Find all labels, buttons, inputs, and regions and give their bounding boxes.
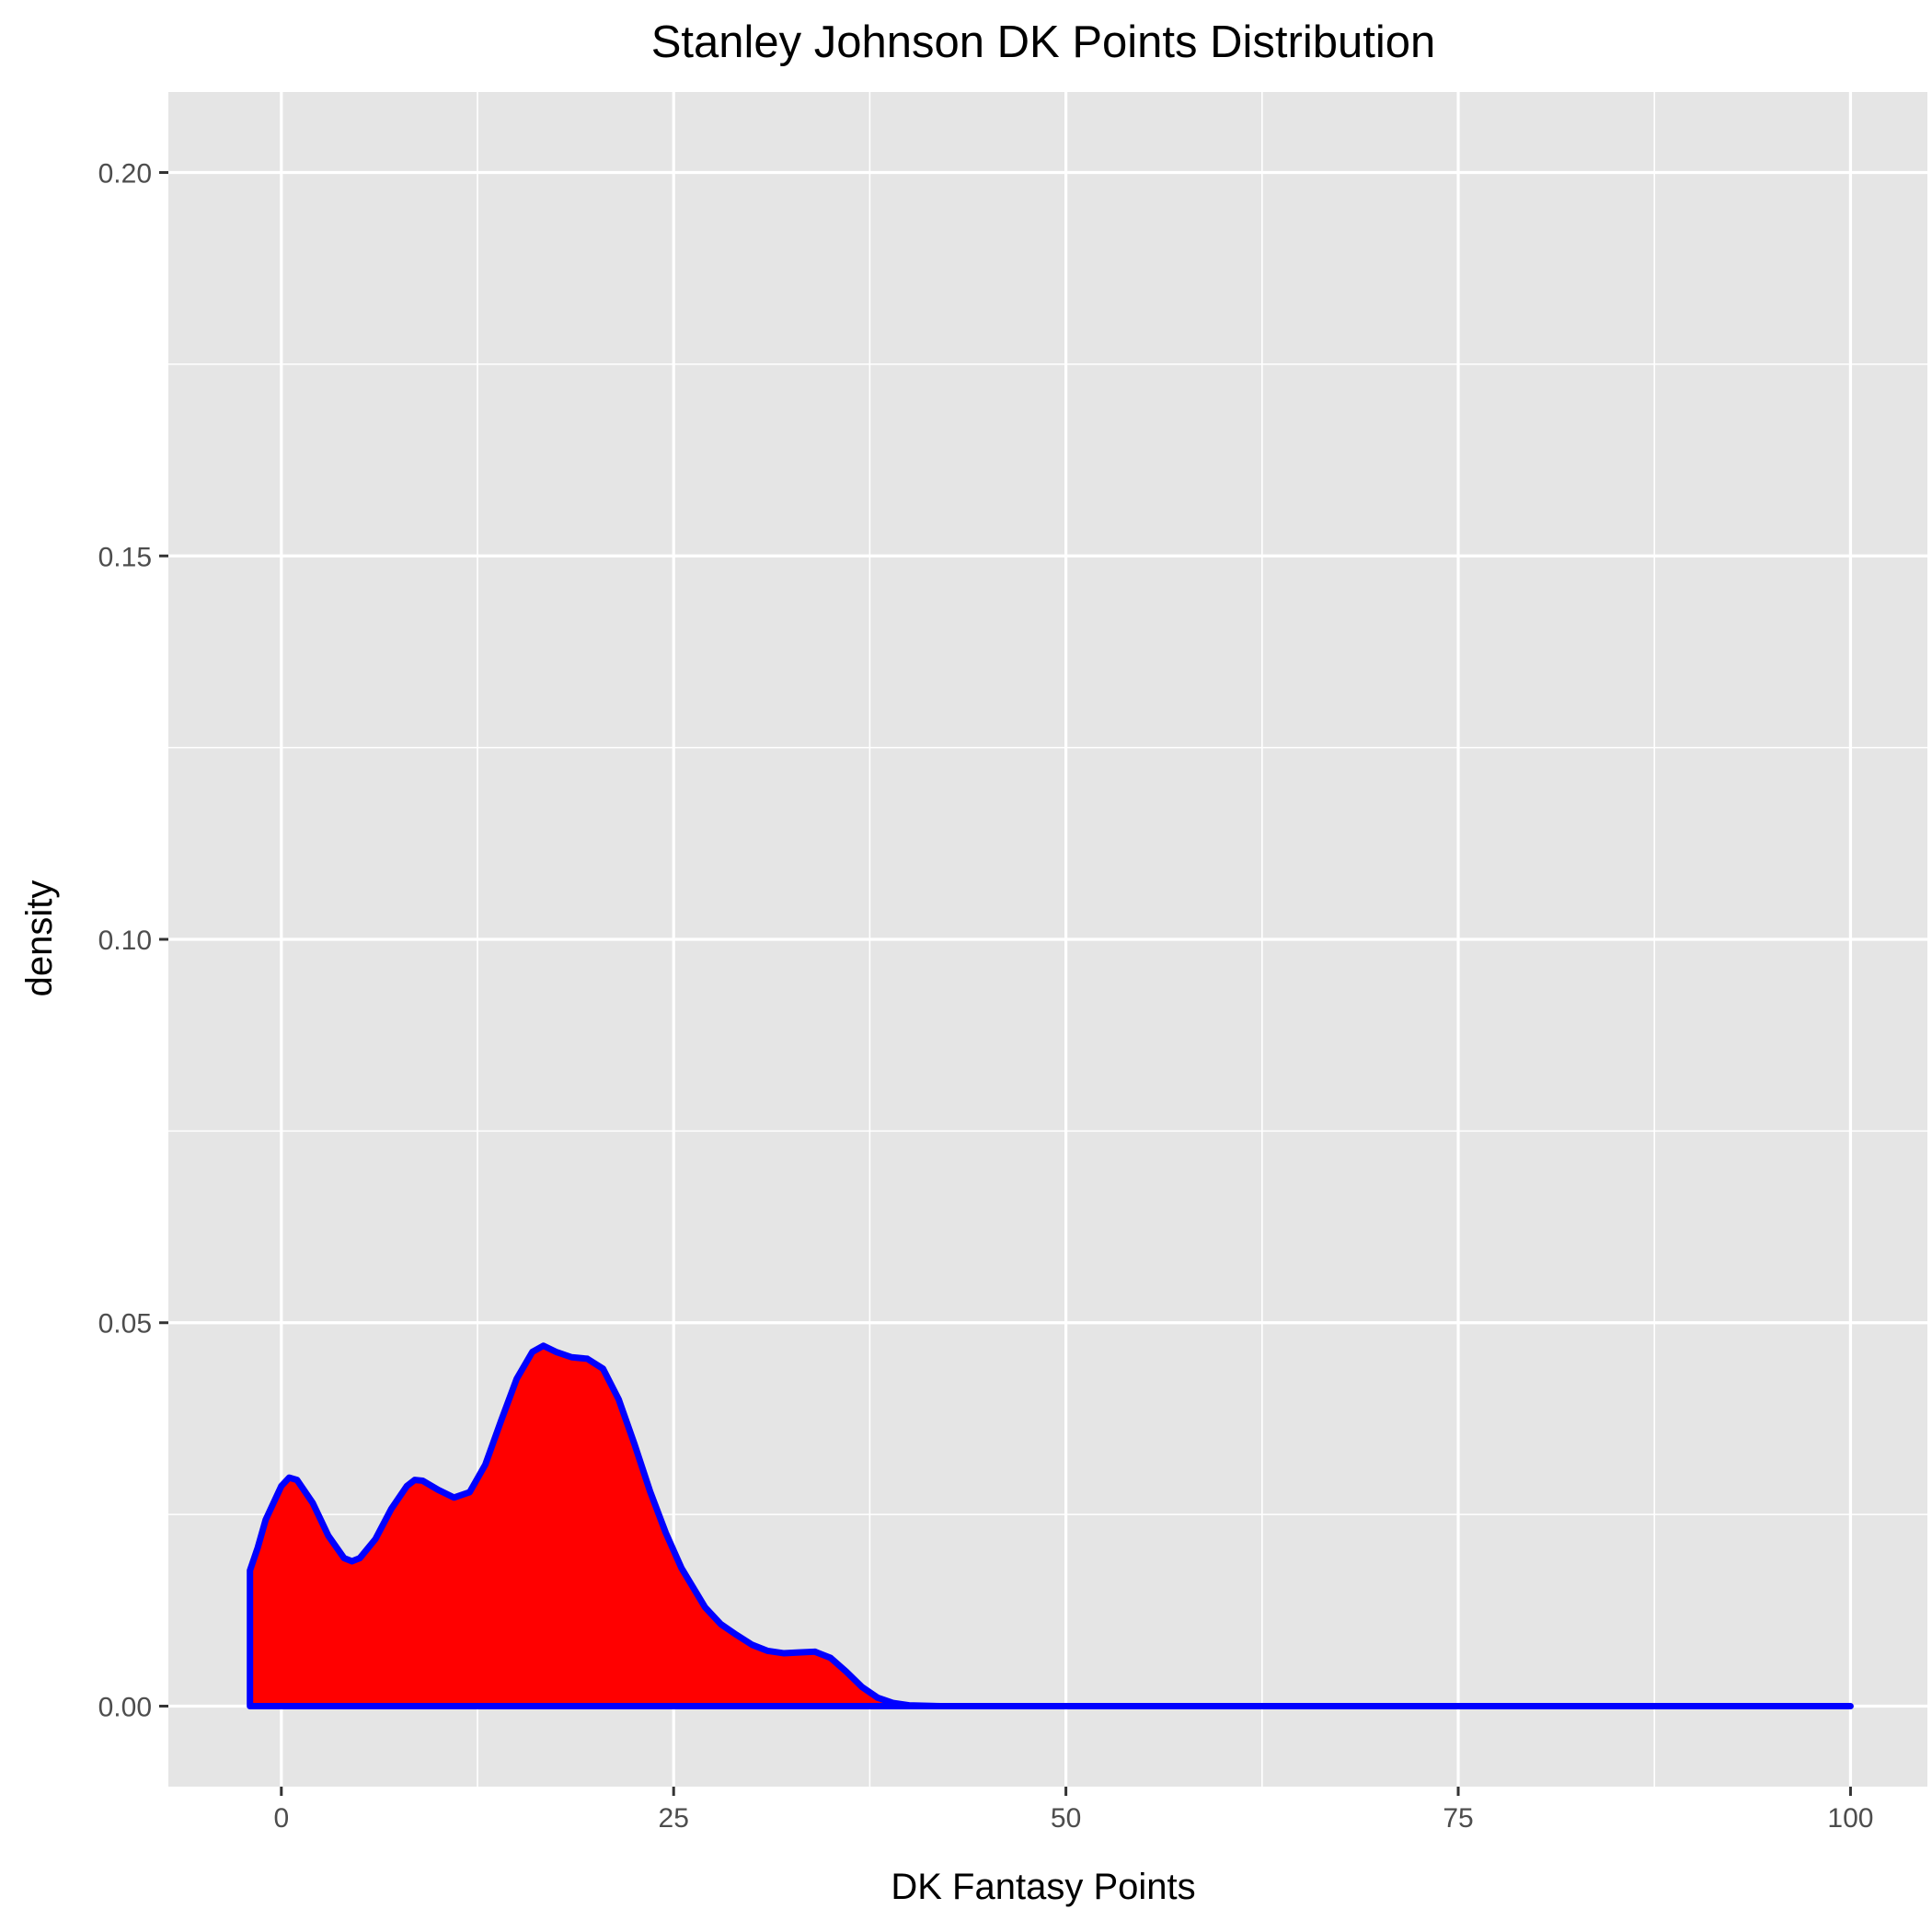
density-area xyxy=(247,1342,1854,1709)
x-tick-label: 100 xyxy=(1827,1803,1873,1834)
chart-title: Stanley Johnson DK Points Distribution xyxy=(651,17,1436,67)
x-tick-label: 75 xyxy=(1443,1803,1473,1834)
x-tick-label: 0 xyxy=(273,1803,289,1834)
x-axis-title: DK Fantasy Points xyxy=(891,1867,1195,1907)
y-tick-label: 0.00 xyxy=(98,1692,152,1722)
x-axis: 0 25 50 75 100 xyxy=(273,1787,1873,1834)
x-tick-label: 25 xyxy=(659,1803,689,1834)
y-axis-title: density xyxy=(19,880,60,997)
y-tick-label: 0.05 xyxy=(98,1309,152,1340)
y-tick-label: 0.10 xyxy=(98,926,152,956)
density-layer xyxy=(247,1342,1854,1709)
y-tick-label: 0.15 xyxy=(98,542,152,572)
y-tick-label: 0.20 xyxy=(98,159,152,190)
y-axis: 0.00 0.05 0.10 0.15 0.20 xyxy=(98,159,168,1722)
x-tick-label: 50 xyxy=(1051,1803,1081,1834)
